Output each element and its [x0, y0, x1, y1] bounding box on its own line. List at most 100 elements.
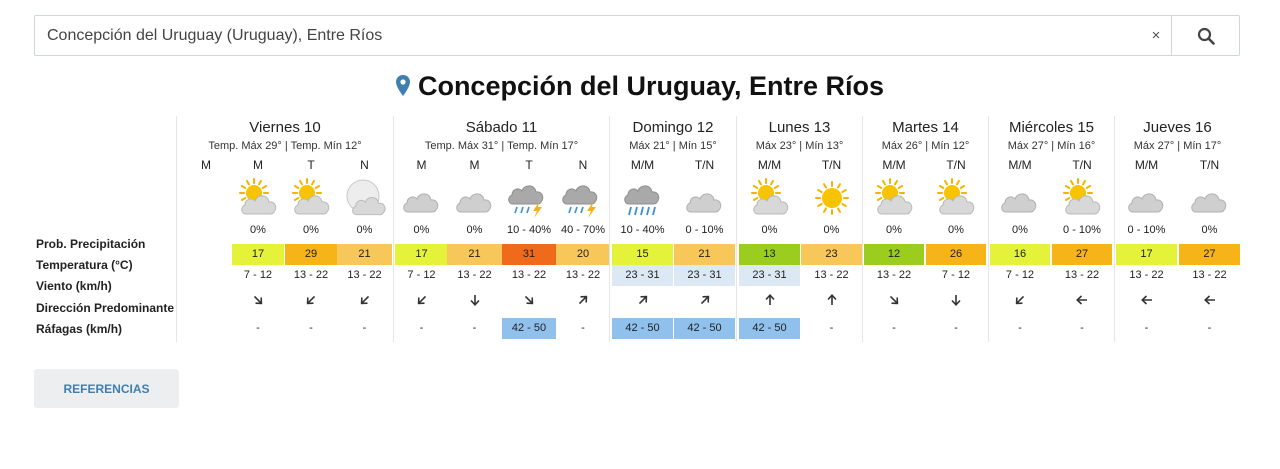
wind-direction	[1116, 291, 1177, 309]
storm-icon	[508, 185, 544, 218]
period-label: T/N	[946, 158, 966, 172]
gust-value: -	[1207, 322, 1212, 334]
arrow-west-icon	[1203, 295, 1215, 305]
wind-direction	[232, 291, 284, 309]
sun-cloud-icon	[937, 178, 975, 215]
gust-value: -	[362, 322, 367, 334]
arrow-southeast-icon	[253, 295, 263, 305]
precipitation-value: 0%	[886, 224, 902, 236]
search-icon	[1197, 27, 1215, 45]
cloud-icon	[455, 193, 491, 213]
arrow-southwest-icon	[417, 295, 426, 305]
clear-search-button[interactable]: ×	[1141, 16, 1171, 55]
period-column: M/M 0% 16 7 - 12 -	[990, 116, 1050, 342]
label-wind: Viento (km/h)	[36, 279, 112, 293]
precipitation-value: 0 - 10%	[1127, 224, 1166, 236]
period-label: T/N	[694, 158, 715, 172]
location-header: Concepción del Uruguay, Entre Ríos	[0, 68, 1280, 104]
wind-value: 23 - 31	[674, 265, 735, 286]
period-label: M/M	[1008, 158, 1032, 172]
wind-value: 7 - 12	[1005, 269, 1035, 281]
arrow-south-icon	[469, 295, 480, 306]
cloud-icon	[1127, 193, 1163, 213]
period-column: M/M 0% 12 13 - 22 -	[864, 116, 924, 342]
cloud-icon	[1001, 193, 1037, 213]
sun-cloud-icon	[292, 178, 330, 215]
period-label: N	[360, 158, 369, 172]
wind-direction	[864, 291, 924, 309]
day-name: Lunes 13	[768, 119, 831, 136]
precipitation-value: 0 - 10%	[1063, 224, 1101, 236]
arrow-northeast-icon	[578, 295, 588, 305]
period-column: T/N 0% 26 7 - 12 -	[926, 116, 986, 342]
temperature-value: 17	[1116, 244, 1177, 265]
period-column: N 0% 21 13 - 22 -	[337, 116, 392, 342]
precipitation-value: 0%	[823, 224, 840, 236]
wind-direction	[395, 291, 448, 309]
temperature-value: 31	[502, 244, 556, 265]
references-button[interactable]: REFERENCIAS	[34, 369, 179, 408]
period-label: T/N	[1199, 158, 1220, 172]
arrow-southeast-icon	[889, 295, 899, 305]
arrow-west-icon	[1076, 295, 1087, 305]
label-gusts: Ráfagas (km/h)	[36, 322, 123, 336]
arrow-northeast-icon	[638, 295, 647, 305]
wind-value: 7 - 12	[941, 269, 971, 281]
precipitation-value: 0%	[466, 224, 483, 236]
gust-value: -	[472, 322, 477, 334]
wind-value: 13 - 22	[1192, 269, 1227, 281]
wind-value: 13 - 22	[457, 269, 492, 281]
search-button[interactable]	[1171, 16, 1239, 55]
temperature-value: 15	[612, 244, 673, 265]
day-temp-range: Máx 27° | Mín 17°	[1133, 140, 1222, 152]
temperature-value: 17	[395, 244, 448, 265]
temperature-value: 13	[739, 244, 800, 265]
period-label: T/N	[1072, 158, 1092, 172]
temperature-value: 21	[337, 244, 392, 265]
search-input[interactable]	[35, 16, 1141, 55]
period-label: T	[525, 158, 533, 172]
gust-value: 42 - 50	[674, 318, 735, 339]
wind-direction	[285, 291, 337, 309]
day-name: Sábado 11	[465, 119, 538, 136]
precipitation-value: 0%	[948, 224, 964, 236]
label-precipitation: Prob. Precipitación	[36, 237, 146, 251]
close-icon: ×	[1151, 27, 1161, 44]
precipitation-value: 0%	[413, 224, 430, 236]
temperature-value: 16	[990, 244, 1050, 265]
period-column: T/N 0 - 10% 21 23 - 31 42 - 50	[674, 116, 735, 342]
rain-icon	[623, 185, 659, 216]
wind-direction	[1179, 291, 1240, 309]
day-name: Miércoles 15	[1008, 119, 1095, 136]
day-column: Sábado 11 Temp. Máx 31° | Temp. Mín 17° M 0…	[393, 116, 610, 342]
period-label: M/M	[630, 158, 655, 172]
wind-value: 13 - 22	[511, 269, 547, 281]
day-column: Viernes 10 Temp. Máx 29° | Temp. Mín 12° M…	[176, 116, 393, 342]
day-temp-range: Temp. Máx 31° | Temp. Mín 17°	[424, 140, 579, 152]
precipitation-value: 40 - 70%	[560, 224, 606, 236]
temperature-value: 26	[926, 244, 986, 265]
arrow-south-icon	[951, 295, 961, 306]
wind-value: 13 - 22	[293, 269, 329, 281]
map-pin-icon	[395, 75, 410, 96]
period-column: T/N 0% 23 13 - 22 -	[801, 116, 862, 342]
day-temp-range: Máx 21° | Mín 15°	[629, 140, 717, 152]
wind-direction	[801, 291, 862, 309]
sun-cloud-icon	[1063, 178, 1101, 215]
day-temp-range: Máx 26° | Mín 12°	[881, 140, 970, 152]
period-label: T/N	[821, 158, 842, 172]
day-name: Martes 14	[892, 119, 959, 136]
day-temp-range: Máx 27° | Mín 16°	[1007, 140, 1096, 152]
wind-value: 13 - 22	[814, 269, 849, 281]
gust-value: -	[309, 322, 313, 334]
page-title: Concepción del Uruguay, Entre Ríos	[417, 70, 885, 101]
temperature-value: 17	[232, 244, 284, 265]
period-column: T/N 0% 27 13 - 22 -	[1179, 116, 1240, 342]
label-wind-direction: Dirección Predominante	[36, 301, 175, 315]
precipitation-value: 0%	[303, 224, 319, 236]
wind-value: 7 - 12	[243, 269, 273, 281]
wind-value: 13 - 22	[347, 269, 382, 281]
arrow-southwest-icon	[306, 295, 316, 305]
wind-direction	[337, 291, 392, 309]
day-column: Miércoles 15 Máx 27° | Mín 16° M/M 0% 16 7 - …	[988, 116, 1114, 342]
